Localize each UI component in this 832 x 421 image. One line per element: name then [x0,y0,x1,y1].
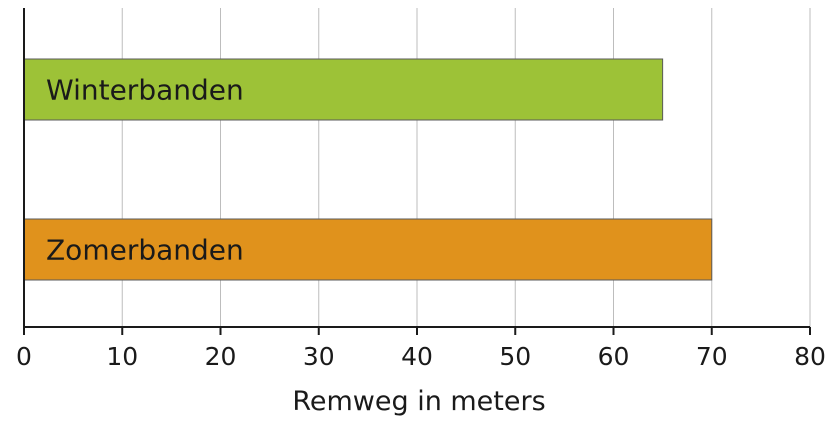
tick-labels: 0 10 20 30 40 50 60 70 80 [16,342,826,371]
x-tick-label: 20 [205,342,237,371]
bars: Winterbanden Zomerbanden [23,58,713,281]
x-tick-label: 0 [16,342,32,371]
bar-label: Zomerbanden [46,234,244,267]
x-tick-label: 60 [598,342,630,371]
x-tick-label: 10 [106,342,138,371]
x-tick-label: 30 [303,342,335,371]
x-axis-title: Remweg in meters [292,386,545,417]
bar-zomerbanden [23,218,713,281]
x-tick-label: 40 [401,342,433,371]
x-tick-label: 80 [794,342,826,371]
x-tick-label: 70 [696,342,728,371]
axes [23,8,811,335]
x-tick-label: 50 [499,342,531,371]
bar-label: Winterbanden [46,74,244,107]
